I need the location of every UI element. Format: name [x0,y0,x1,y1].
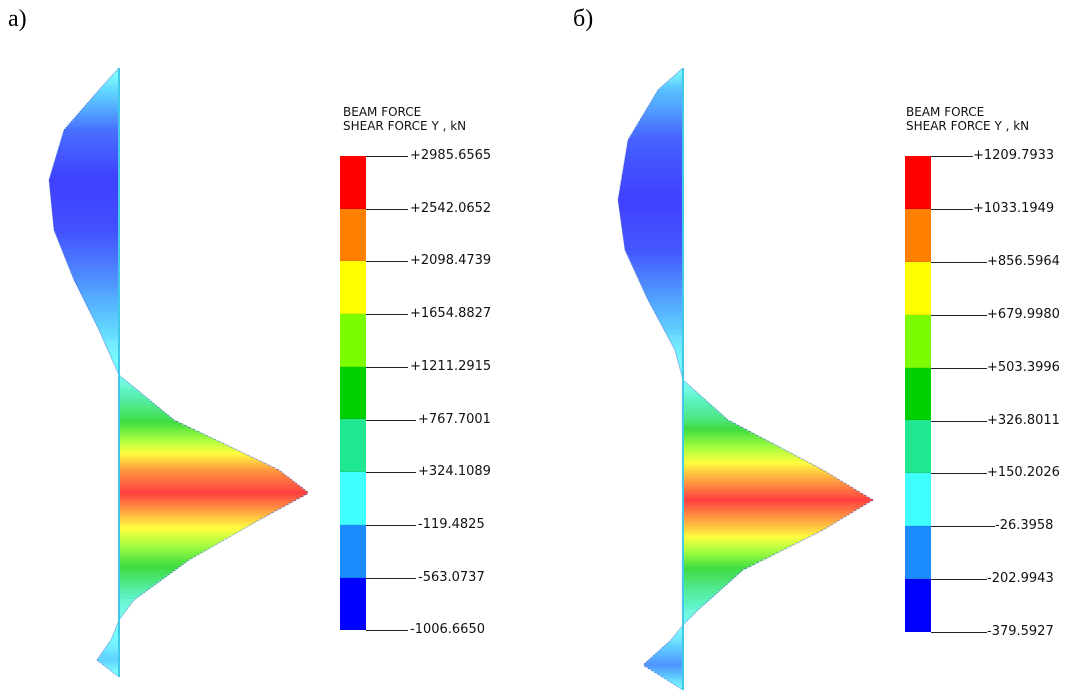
tick-label: +856.5964 [987,254,1060,269]
tick-label: +503.3996 [987,360,1060,375]
tick-label: +326.8011 [987,413,1060,428]
tick-label: -26.3958 [995,518,1054,533]
tick-label: +2542.0652 [410,201,492,216]
tick-label: +1033.1949 [973,201,1055,216]
tick-label: +150.2026 [987,465,1060,480]
tick-label: +2985.6565 [410,148,492,163]
colorbar-swatch [340,314,366,367]
tick-label: -119.4825 [418,517,485,532]
tick-label: -202.9943 [987,571,1054,586]
tick-label: +767.7001 [418,412,491,427]
legend-title-b: BEAM FORCE SHEAR FORCE Y , kN [906,105,1029,133]
colorbar-swatch [340,419,366,473]
tick-label: -379.5927 [987,624,1054,639]
colorbar-swatch [905,314,931,368]
colorbar-swatch [905,156,931,209]
tick-label: +324.1089 [418,464,491,479]
tick-line [366,525,416,526]
tick-line [931,368,987,369]
tick-line [931,156,973,157]
diagram-panel-a: а) BEAM FORCE SHEAR FORCE Y , kN +2985.6… [8,6,492,677]
tick-line [931,209,973,210]
colorbar-swatch [905,526,931,580]
tick-line [366,261,408,262]
tick-line [931,526,995,527]
tick-line [366,314,408,315]
tick-line [931,473,987,474]
colorbar-swatch [340,156,366,209]
legend-title-line-1: BEAM FORCE [343,105,422,119]
tick-label: +1654.8827 [410,306,492,321]
shear-envelope-outline [48,67,309,677]
legend-title-line-2: SHEAR FORCE Y , kN [343,119,467,133]
shear-force-diagram-a [48,67,309,677]
colorbar-b [905,156,931,633]
colorbar-swatch [340,472,366,525]
tick-line [931,632,987,633]
shear-force-diagram-b [617,67,874,691]
colorbar-swatch [340,524,366,578]
tick-label: +2098.4739 [410,253,492,268]
colorbar-swatch [905,367,931,421]
tick-label: +1209.7933 [973,148,1055,163]
colorbar-swatch [905,208,931,262]
colorbar-swatch [905,579,931,633]
colorbar-swatch [905,261,931,315]
tick-line [366,156,408,157]
colorbar-a [340,156,366,631]
tick-line [366,367,408,368]
diagram-panel-b: б) BEAM FORCE SHEAR FORCE Y , kN +1209.7… [545,0,1089,693]
legend-title-line-1: BEAM FORCE [906,105,985,119]
tick-line [931,579,987,580]
tick-line [366,472,416,473]
tick-label: -563.0737 [418,570,485,585]
tick-line [366,420,416,421]
tick-line [366,578,416,579]
tick-line [931,421,987,422]
tick-label: -1006.6650 [410,622,485,637]
legend-title-line-2: SHEAR FORCE Y , kN [906,119,1030,133]
colorbar-swatch [340,577,366,631]
colorbar-swatch [340,208,366,262]
colorbar-swatch [905,420,931,474]
tick-label: +679.9980 [987,307,1060,322]
tick-line [931,262,987,263]
tick-line [366,209,408,210]
panel-label-b: б) [573,6,594,32]
colorbar-swatch [340,366,366,420]
legend-title-a: BEAM FORCE SHEAR FORCE Y , kN [343,105,466,133]
tick-line [366,630,408,631]
colorbar-swatch [340,261,366,315]
colorbar-swatch [905,473,931,527]
tick-line [931,315,987,316]
tick-label: +1211.2915 [410,359,492,374]
panel-label-a: а) [8,6,27,32]
